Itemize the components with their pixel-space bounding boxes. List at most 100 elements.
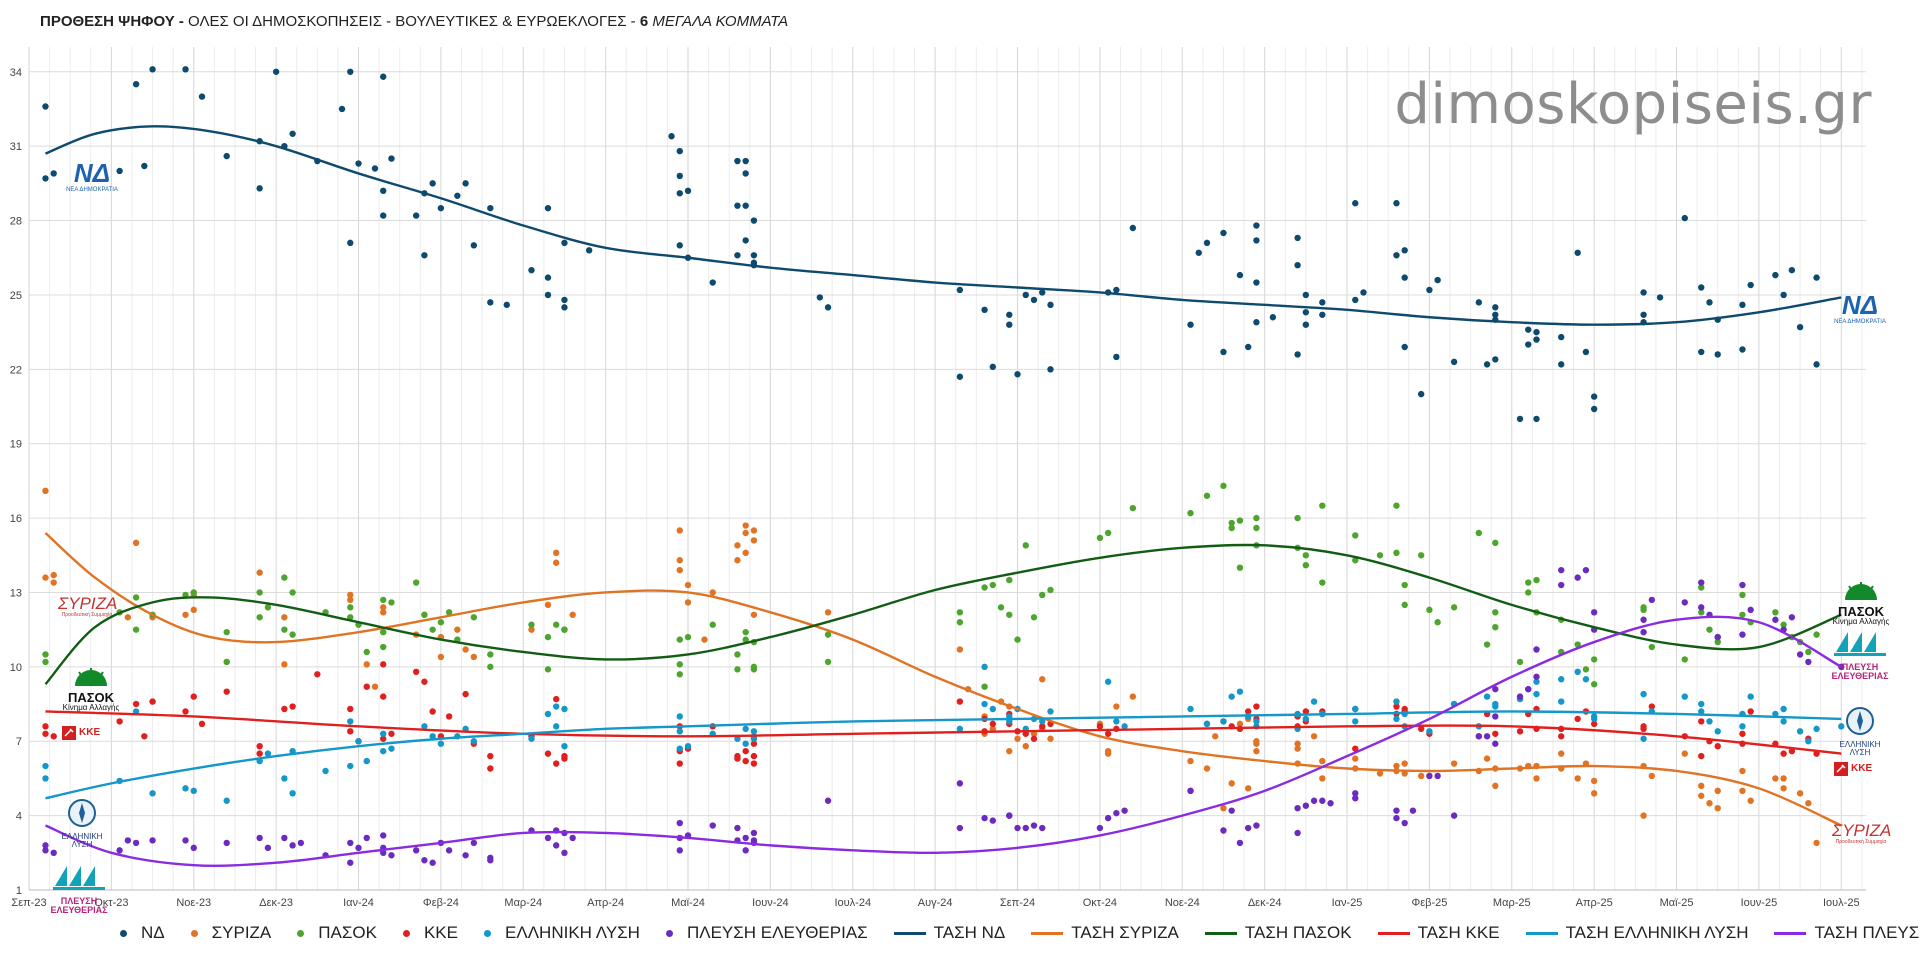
data-point <box>1113 353 1120 361</box>
data-point <box>544 750 552 757</box>
data-point <box>1780 705 1787 713</box>
data-point <box>981 683 988 690</box>
data-point <box>1417 772 1425 780</box>
data-point <box>454 192 461 199</box>
data-point <box>1590 656 1598 663</box>
data-point <box>42 775 49 782</box>
data-point <box>1525 685 1532 693</box>
data-point <box>1681 656 1688 663</box>
data-point <box>1401 601 1408 609</box>
data-point <box>824 658 832 666</box>
data-point <box>981 814 988 822</box>
legend-marker-dot <box>190 929 198 937</box>
data-point <box>380 73 387 80</box>
data-point <box>956 609 964 616</box>
data-point <box>1780 621 1787 628</box>
data-point <box>149 790 156 797</box>
x-tick-label: Ιουλ-25 <box>1823 897 1860 909</box>
data-point <box>42 658 49 666</box>
data-point <box>742 170 749 177</box>
legend-item: ΤΑΣΗ ΣΥΡΙΖΑ <box>1031 923 1179 943</box>
data-point <box>1104 678 1112 685</box>
x-tick-label: Μαϊ-25 <box>1660 897 1694 909</box>
data-point <box>363 834 370 842</box>
y-tick-label: 13 <box>10 587 22 599</box>
data-point <box>256 750 263 757</box>
data-point <box>124 837 132 844</box>
legend-item: ΤΑΣΗ ΕΛΛΗΝΙΚΗ ΛΥΣΗ <box>1525 923 1748 943</box>
data-point <box>1047 301 1054 309</box>
data-point <box>1475 299 1483 306</box>
data-point <box>1393 814 1400 822</box>
data-point <box>750 760 758 767</box>
data-point <box>1352 790 1359 797</box>
y-tick-label: 19 <box>10 439 22 451</box>
data-point <box>750 735 758 742</box>
data-point <box>1302 291 1310 299</box>
data-point <box>676 527 683 534</box>
data-point <box>668 133 675 140</box>
x-tick-label: Ιουν-25 <box>1741 897 1778 909</box>
data-point <box>42 762 49 770</box>
data-point <box>380 609 387 616</box>
data-point <box>42 487 49 495</box>
data-point <box>388 155 395 162</box>
data-point <box>956 373 964 380</box>
data-point <box>289 703 296 710</box>
data-point <box>1640 616 1647 623</box>
data-point <box>1393 715 1400 723</box>
data-point <box>709 621 716 628</box>
data-point <box>742 157 749 165</box>
data-point <box>1319 502 1326 509</box>
data-point <box>289 130 296 137</box>
data-point <box>734 557 741 564</box>
data-point <box>1574 641 1581 648</box>
data-point <box>1113 286 1120 294</box>
data-point <box>355 738 362 745</box>
data-point <box>1698 284 1705 291</box>
data-point <box>1393 252 1400 259</box>
data-point <box>734 666 741 673</box>
data-point <box>437 619 445 626</box>
data-point <box>544 601 552 609</box>
data-point <box>1203 720 1211 728</box>
y-tick-label: 1 <box>16 885 22 897</box>
legend-item: ΠΛΕΥΣΗ ΕΛΕΥΘΕΡΙΑΣ <box>665 923 868 943</box>
data-point <box>1121 807 1128 814</box>
data-point <box>380 187 387 195</box>
logo-pleusi-right: ΠΛΕΥΣΗ ΕΛΕΥΘΕΡΙΑΣ <box>1826 628 1894 682</box>
data-point <box>363 757 370 765</box>
data-point <box>1739 346 1746 353</box>
data-point <box>1714 742 1721 750</box>
data-point <box>956 725 964 733</box>
y-tick-label: 25 <box>10 290 22 302</box>
data-point <box>50 170 57 177</box>
data-point <box>1492 304 1499 311</box>
data-point <box>347 718 354 725</box>
trend-line <box>45 615 1842 867</box>
data-point <box>1648 772 1656 780</box>
data-point <box>561 752 568 760</box>
data-point <box>989 705 997 713</box>
data-point <box>1492 685 1499 693</box>
data-point <box>1113 809 1120 817</box>
data-point <box>1319 311 1326 318</box>
data-point <box>1129 224 1137 232</box>
data-point <box>1244 343 1252 351</box>
data-point <box>1302 802 1310 809</box>
data-point <box>981 700 988 708</box>
data-point <box>1129 504 1137 512</box>
data-point <box>1302 715 1310 723</box>
data-point <box>1228 524 1235 532</box>
logo-syriza-text: ΣΥΡΙΖΑ <box>58 594 118 613</box>
data-point <box>1039 824 1046 832</box>
data-point <box>1698 579 1705 586</box>
data-point <box>742 237 749 244</box>
data-point <box>1203 239 1211 247</box>
data-point <box>956 646 964 653</box>
data-point <box>322 767 329 775</box>
data-point <box>1483 641 1491 648</box>
legend-label: ΣΥΡΙΖΑ <box>211 923 272 942</box>
data-point <box>1393 698 1400 705</box>
legend-label: ΤΑΣΗ ΠΛΕΥΣΗ <box>1814 923 1920 942</box>
